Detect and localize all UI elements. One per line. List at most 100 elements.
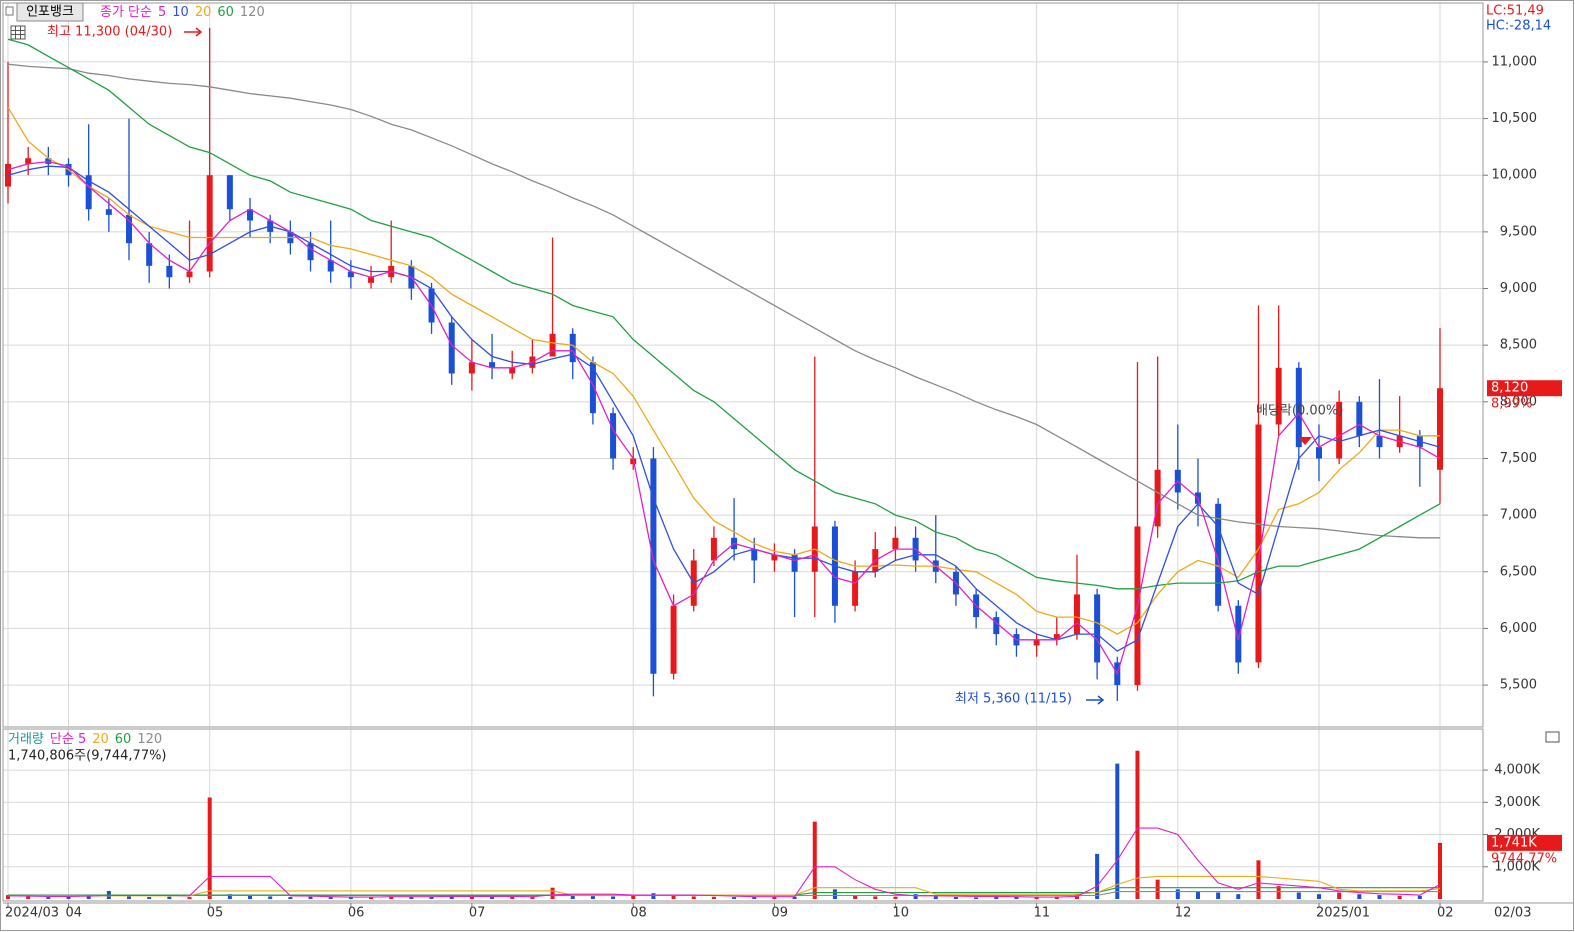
x-tick-label: 2024/03 <box>5 906 59 921</box>
y-tick-label: 8,500 <box>1500 338 1537 353</box>
candle-body <box>206 175 213 272</box>
candle-body <box>347 271 354 278</box>
y-tick-label: 7,500 <box>1500 451 1537 466</box>
volume-bar <box>1135 750 1140 899</box>
ex-dividend-annotation: 배당락(0.00%) <box>1256 404 1343 419</box>
candle-body <box>1356 401 1363 436</box>
volume-bar <box>550 887 555 899</box>
legend-entry: 종가 단순 <box>100 5 152 20</box>
volume-bar <box>832 889 837 899</box>
ma-line <box>7 106 1440 635</box>
legend-entry: 60 <box>217 5 234 20</box>
table-icon[interactable] <box>10 25 26 40</box>
candle-body <box>1033 639 1040 646</box>
menu-icon[interactable] <box>5 6 14 16</box>
volume-bar <box>1256 860 1261 899</box>
volume-bar <box>671 895 676 899</box>
volume-bar <box>167 896 172 899</box>
candle-body <box>25 158 32 164</box>
volume-bar <box>752 897 757 899</box>
legend-entry: 120 <box>240 5 265 20</box>
last-value-label: 8,120 <box>1491 381 1528 396</box>
volume-bar <box>651 893 656 899</box>
volume-bar <box>974 897 979 899</box>
legend-entry: 20 <box>92 732 109 747</box>
volume-bar <box>127 896 132 899</box>
volume-bar <box>46 897 51 899</box>
candle-body <box>670 605 677 674</box>
volume-bar <box>86 896 91 899</box>
volume-bar <box>409 897 414 899</box>
y-tick-label: 4,000K <box>1494 763 1540 778</box>
candle-body <box>186 271 193 278</box>
volume-bar <box>1195 890 1200 899</box>
y-tick-label: 5,500 <box>1500 678 1537 693</box>
x-tick-label: 07 <box>469 906 486 921</box>
candle-body <box>791 554 798 572</box>
legend-entry: 5 <box>158 5 166 20</box>
legend-entry: 단순 5 <box>50 732 86 747</box>
volume-bar <box>227 894 232 899</box>
high-arrow <box>184 27 203 37</box>
volume-bar <box>994 897 999 899</box>
volume-bar <box>328 897 333 899</box>
ma-line <box>7 160 1441 676</box>
volume-bar <box>1216 892 1221 899</box>
volume-bar <box>449 895 454 899</box>
candle-body <box>509 367 516 374</box>
x-tick-label: 08 <box>630 906 647 921</box>
volume-bar <box>429 896 434 899</box>
candle-body <box>1336 401 1343 459</box>
y-tick-label: 9,500 <box>1500 224 1537 239</box>
volume-bar <box>1155 879 1160 899</box>
volume-bar <box>812 821 817 899</box>
legend: 거래량 단순 5 20 60 120 <box>8 732 162 747</box>
stock-name[interactable]: 인포뱅크 <box>26 5 74 20</box>
candle-body <box>166 265 173 278</box>
candle-body <box>327 260 334 272</box>
candle-body <box>1154 469 1161 527</box>
candle-body <box>1235 605 1242 663</box>
volume-bar <box>66 896 71 899</box>
volume-bar <box>1417 895 1422 899</box>
panel-button[interactable] <box>1545 731 1560 743</box>
grid <box>3 3 1483 901</box>
candle-body <box>368 277 375 283</box>
volume-bar <box>1337 892 1342 899</box>
candle-body <box>1315 447 1322 459</box>
marks <box>5 27 1443 899</box>
volume-bar <box>288 897 293 899</box>
volume-bar <box>792 896 797 899</box>
volume-bar <box>1357 894 1362 899</box>
candle-body <box>993 617 1000 635</box>
y-tick-label: 3,000K <box>1494 795 1540 810</box>
volume-bar <box>207 797 212 899</box>
y-tick-label: 10,000 <box>1492 168 1538 183</box>
legend: 종가 단순 5 10 20 60 120 <box>100 5 265 20</box>
x-tick-label: 11 <box>1034 906 1051 921</box>
table-icon-lines <box>11 26 25 39</box>
y-tick-label: 6,000 <box>1500 621 1537 636</box>
volume-panel <box>2 728 1484 902</box>
stock-name-box[interactable] <box>16 2 84 22</box>
volume-bar <box>853 895 858 899</box>
candle-body <box>589 362 596 414</box>
volume-bar <box>268 896 273 899</box>
ma-line <box>8 875 1441 897</box>
lc-label: LC:51,49 <box>1486 4 1544 19</box>
volume-summary: 1,740,806주(9,744,77%) <box>8 749 167 764</box>
x-future-label: 02/03 <box>1494 906 1531 921</box>
volume-bar <box>1095 853 1100 899</box>
y-tick-label: 1,000K <box>1494 859 1540 874</box>
volume-bar <box>1438 842 1442 899</box>
change-label: 8,99% <box>1491 397 1532 412</box>
y-tick-label: 8,000 <box>1500 394 1537 409</box>
x-tick-label: 10 <box>892 906 909 921</box>
candle-body <box>247 209 254 221</box>
low-arrow <box>1086 695 1105 705</box>
volume-bar <box>510 896 515 899</box>
candle-body <box>1376 435 1383 448</box>
volume-bar <box>570 895 575 899</box>
